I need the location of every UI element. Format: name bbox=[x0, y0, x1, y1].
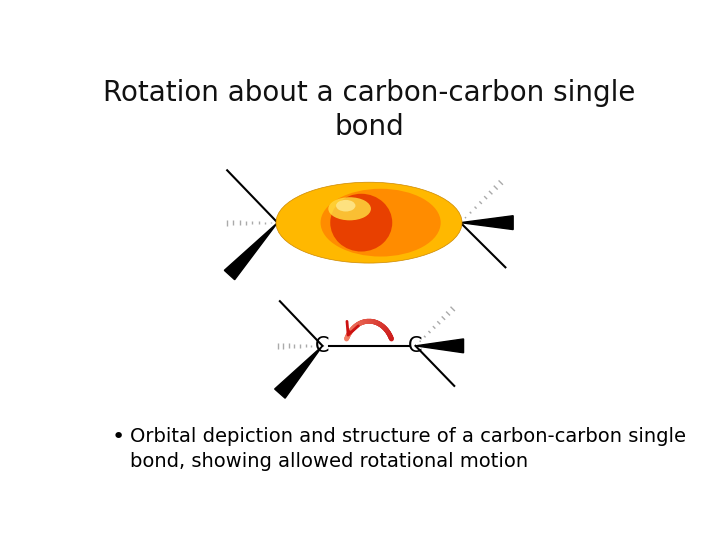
Ellipse shape bbox=[336, 200, 356, 212]
Polygon shape bbox=[461, 215, 513, 230]
Text: C: C bbox=[315, 336, 330, 356]
Ellipse shape bbox=[276, 182, 462, 263]
Polygon shape bbox=[415, 339, 464, 353]
Text: Orbital depiction and structure of a carbon-carbon single
bond, showing allowed : Orbital depiction and structure of a car… bbox=[130, 427, 686, 471]
Ellipse shape bbox=[328, 197, 371, 220]
Text: •: • bbox=[112, 427, 125, 447]
Text: Rotation about a carbon-carbon single
bond: Rotation about a carbon-carbon single bo… bbox=[103, 79, 635, 141]
Ellipse shape bbox=[330, 194, 392, 252]
Ellipse shape bbox=[320, 189, 441, 256]
Polygon shape bbox=[225, 222, 277, 280]
Polygon shape bbox=[274, 346, 323, 398]
Text: C: C bbox=[408, 336, 423, 356]
